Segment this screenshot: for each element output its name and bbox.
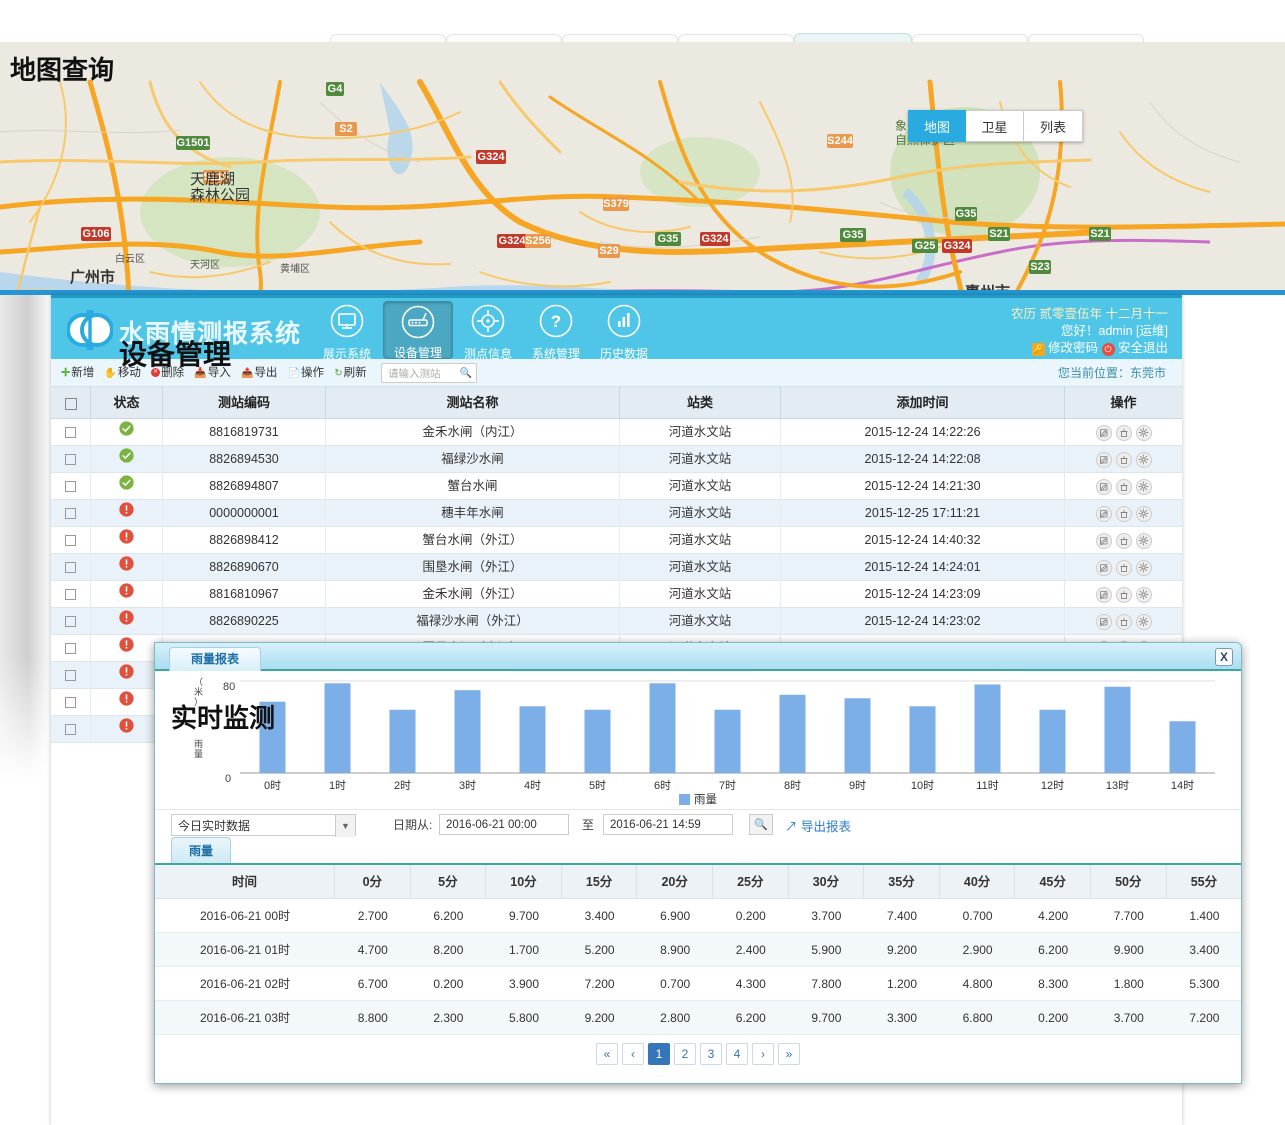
svg-text:S21: S21 [989, 228, 1009, 240]
svg-text:白云区: 白云区 [115, 252, 145, 265]
svg-text:森林公园: 森林公园 [190, 187, 250, 204]
svg-text:S2: S2 [339, 123, 352, 135]
svg-text:G35: G35 [843, 229, 864, 241]
svg-text:G324: G324 [944, 240, 972, 252]
svg-text:G324: G324 [478, 151, 506, 163]
svg-text:S256: S256 [525, 235, 551, 247]
svg-text:S23: S23 [1030, 261, 1050, 273]
svg-text:G106: G106 [83, 228, 110, 240]
svg-text:G324: G324 [499, 235, 527, 247]
svg-text:黄埔区: 黄埔区 [280, 262, 310, 275]
svg-text:S379: S379 [603, 198, 629, 210]
svg-text:天河区: 天河区 [190, 259, 220, 271]
svg-text:广州市: 广州市 [70, 268, 115, 286]
svg-text:S244: S244 [827, 135, 854, 147]
svg-text:G4: G4 [328, 83, 344, 95]
svg-text:G1501: G1501 [176, 137, 209, 149]
svg-text:G35: G35 [658, 233, 679, 245]
svg-text:S29: S29 [599, 245, 619, 257]
svg-text:?: ? [551, 312, 561, 331]
svg-text:G35: G35 [956, 208, 977, 220]
svg-text:惠州市: 惠州市 [965, 283, 1010, 295]
svg-text:天鹿湖: 天鹿湖 [190, 171, 235, 188]
svg-text:G25: G25 [915, 240, 936, 252]
svg-text:G324: G324 [702, 233, 730, 245]
svg-text:S21: S21 [1090, 228, 1110, 240]
